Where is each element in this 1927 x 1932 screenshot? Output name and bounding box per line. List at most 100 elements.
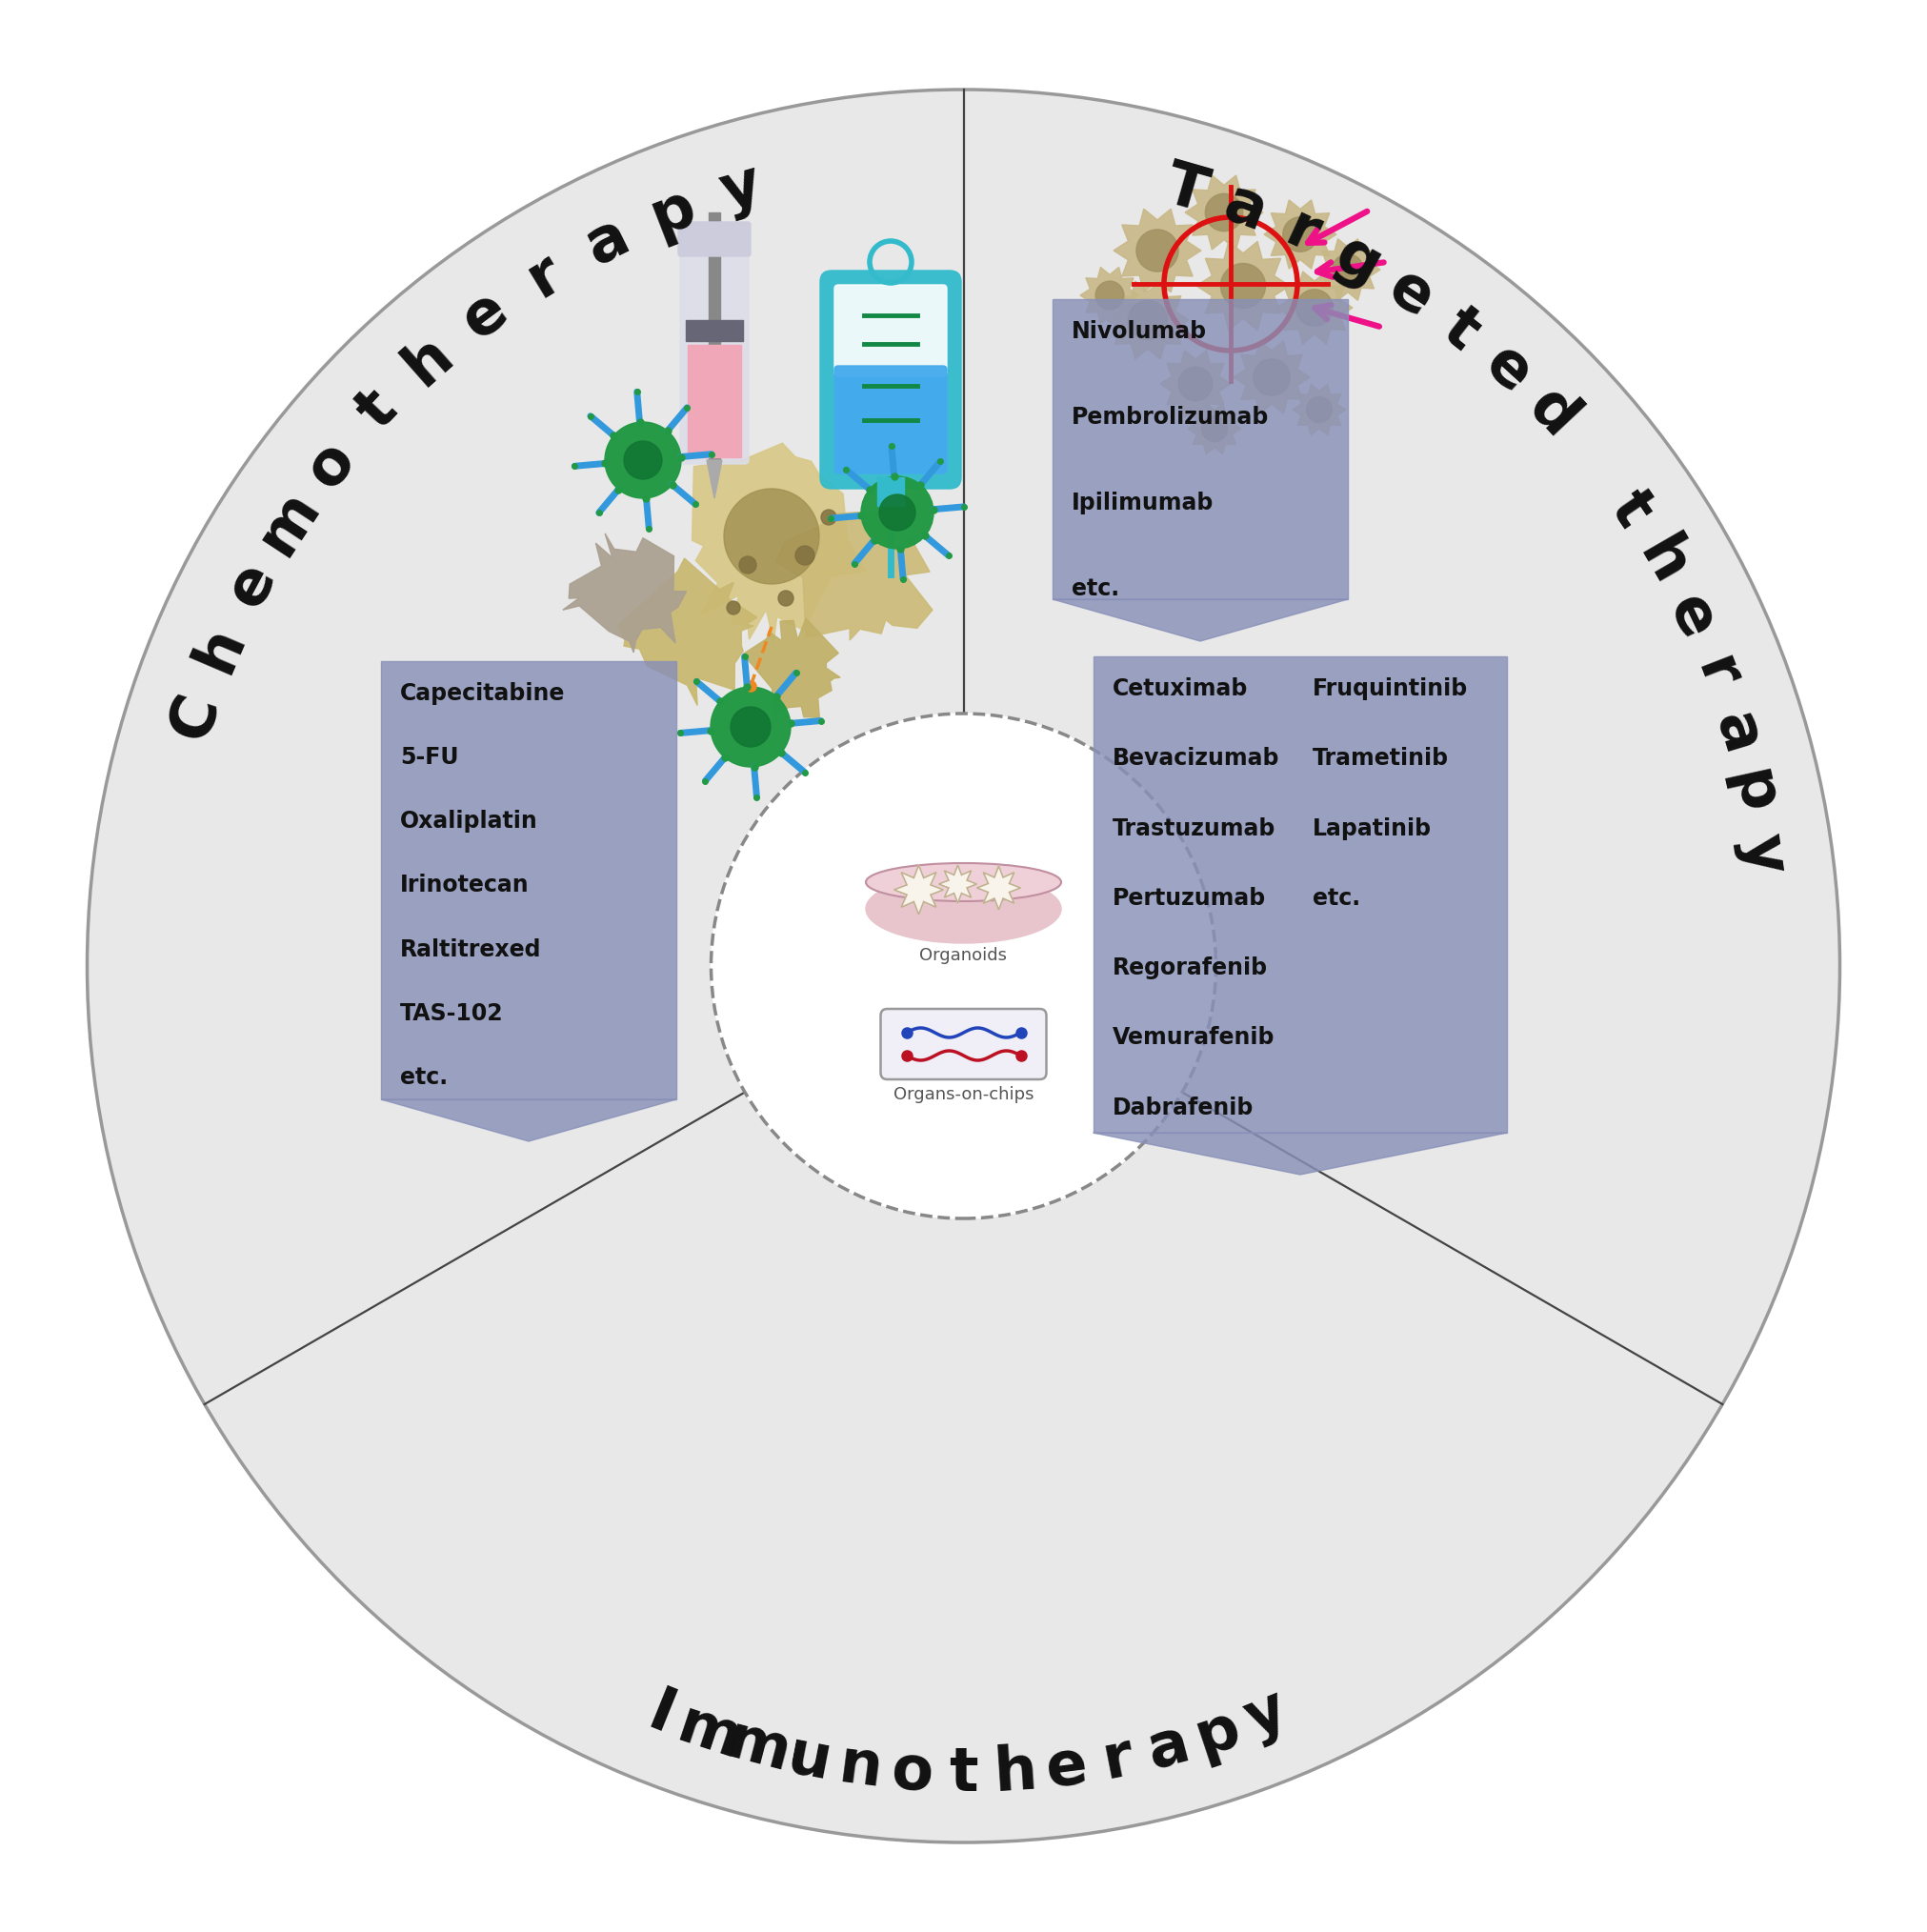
Polygon shape <box>692 442 865 643</box>
Text: TAS-102: TAS-102 <box>401 1003 503 1024</box>
Bar <box>1052 299 1347 599</box>
Polygon shape <box>1197 242 1289 330</box>
Circle shape <box>779 591 794 607</box>
FancyBboxPatch shape <box>881 1009 1046 1080</box>
Bar <box>686 321 744 342</box>
Text: t: t <box>948 1745 979 1803</box>
Polygon shape <box>382 1099 676 1142</box>
Circle shape <box>1332 253 1364 286</box>
Text: g: g <box>1324 224 1391 298</box>
Text: r: r <box>516 243 572 309</box>
Circle shape <box>740 556 755 574</box>
Polygon shape <box>563 533 686 653</box>
Text: Lapatinib: Lapatinib <box>1312 817 1432 840</box>
Text: a: a <box>576 205 638 276</box>
Text: h: h <box>992 1741 1039 1803</box>
Polygon shape <box>1316 240 1380 299</box>
Text: t: t <box>345 379 409 440</box>
Text: p: p <box>1187 1698 1247 1768</box>
FancyBboxPatch shape <box>821 270 962 489</box>
Text: e: e <box>1472 334 1544 406</box>
Circle shape <box>1283 216 1318 251</box>
Text: e: e <box>1043 1735 1091 1799</box>
Text: Fruquintinib: Fruquintinib <box>1312 678 1468 699</box>
Circle shape <box>821 510 836 526</box>
Text: Cetuximab: Cetuximab <box>1112 678 1247 699</box>
Polygon shape <box>1185 176 1262 249</box>
Circle shape <box>1204 193 1243 232</box>
Polygon shape <box>1114 209 1201 292</box>
Text: Trametinib: Trametinib <box>1312 748 1449 771</box>
Text: e: e <box>216 553 287 616</box>
Polygon shape <box>894 866 944 914</box>
Polygon shape <box>1264 199 1337 269</box>
Text: e: e <box>1657 585 1727 649</box>
Polygon shape <box>619 558 757 705</box>
Text: etc.: etc. <box>1071 578 1120 599</box>
Text: r: r <box>1096 1727 1139 1791</box>
Text: Ipilimumab: Ipilimumab <box>1071 491 1214 514</box>
FancyBboxPatch shape <box>680 238 750 464</box>
Bar <box>877 477 904 506</box>
Text: Pembrolizumab: Pembrolizumab <box>1071 406 1270 429</box>
Text: Vemurafenib: Vemurafenib <box>1112 1026 1274 1049</box>
Circle shape <box>1307 396 1332 423</box>
Circle shape <box>1297 290 1333 327</box>
Bar <box>1093 657 1507 1132</box>
Text: Trastuzumab: Trastuzumab <box>1112 817 1276 840</box>
Bar <box>382 661 676 1099</box>
Text: u: u <box>782 1725 836 1793</box>
Polygon shape <box>1052 599 1347 641</box>
Ellipse shape <box>865 875 1062 943</box>
Circle shape <box>1179 367 1212 400</box>
Text: Bevacizumab: Bevacizumab <box>1112 748 1280 771</box>
FancyBboxPatch shape <box>834 284 946 377</box>
Circle shape <box>1096 282 1123 309</box>
Polygon shape <box>1276 272 1353 344</box>
Circle shape <box>1202 415 1227 442</box>
Circle shape <box>861 477 933 549</box>
Circle shape <box>726 601 740 614</box>
Polygon shape <box>1293 384 1345 435</box>
Circle shape <box>725 489 819 583</box>
Polygon shape <box>1093 1132 1507 1175</box>
Text: n: n <box>834 1735 886 1799</box>
Circle shape <box>730 707 771 748</box>
Circle shape <box>87 89 1840 1843</box>
Circle shape <box>711 688 790 767</box>
Circle shape <box>711 713 1216 1219</box>
Text: Regorafenib: Regorafenib <box>1112 956 1268 980</box>
Polygon shape <box>977 866 1021 910</box>
Text: r: r <box>1684 649 1750 699</box>
Polygon shape <box>1233 342 1310 413</box>
Text: Organoids: Organoids <box>919 947 1008 964</box>
Text: Nivolumab: Nivolumab <box>1071 321 1206 344</box>
Circle shape <box>624 440 663 479</box>
Text: o: o <box>888 1741 935 1803</box>
Text: Organs-on-chips: Organs-on-chips <box>894 1086 1033 1103</box>
Text: I: I <box>640 1683 682 1747</box>
Text: d: d <box>1517 377 1588 448</box>
FancyBboxPatch shape <box>834 365 946 473</box>
Polygon shape <box>1187 404 1241 454</box>
Text: t: t <box>1432 298 1490 361</box>
Bar <box>688 346 742 458</box>
Polygon shape <box>707 460 723 498</box>
Text: r: r <box>1276 199 1328 267</box>
Polygon shape <box>1160 350 1231 417</box>
Circle shape <box>796 547 815 564</box>
Polygon shape <box>777 510 933 639</box>
Text: Capecitabine: Capecitabine <box>401 682 565 705</box>
Text: p: p <box>1719 765 1786 821</box>
Text: h: h <box>1626 529 1700 595</box>
Circle shape <box>605 421 680 498</box>
Circle shape <box>879 495 915 531</box>
Circle shape <box>1220 263 1266 309</box>
Text: y: y <box>713 156 769 224</box>
Polygon shape <box>1106 282 1189 359</box>
Text: t: t <box>1597 481 1663 539</box>
Text: Raltitrexed: Raltitrexed <box>401 939 541 960</box>
Text: h: h <box>393 325 464 396</box>
Polygon shape <box>938 866 977 902</box>
Text: Oxaliplatin: Oxaliplatin <box>401 810 538 833</box>
